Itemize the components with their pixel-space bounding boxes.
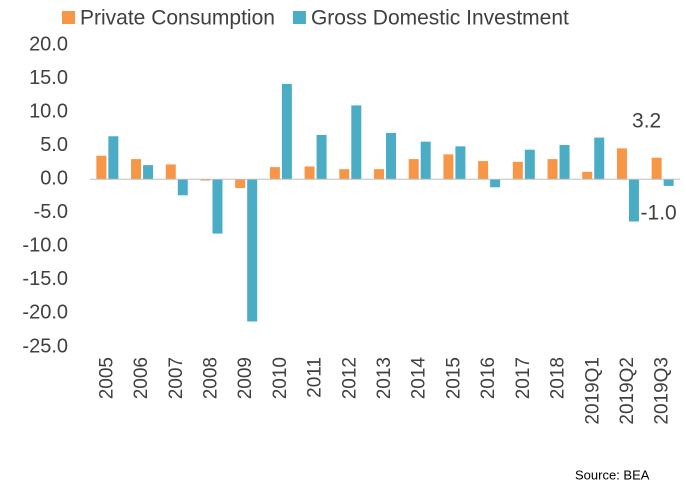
bar bbox=[374, 169, 384, 180]
bar bbox=[247, 179, 258, 322]
y-tick-label: -10.0 bbox=[22, 235, 68, 257]
x-tick-label: 2008 bbox=[200, 357, 221, 399]
bar bbox=[281, 83, 292, 180]
bar bbox=[663, 179, 674, 186]
bar bbox=[200, 179, 211, 181]
bar bbox=[547, 159, 558, 180]
bar bbox=[165, 164, 176, 180]
x-tick-label: 2013 bbox=[374, 357, 395, 399]
bar bbox=[524, 149, 535, 180]
x-tick-label: 2006 bbox=[131, 357, 152, 399]
legend-swatch bbox=[62, 11, 75, 24]
bar bbox=[269, 167, 280, 180]
x-tick-label: 2015 bbox=[443, 357, 464, 399]
bar bbox=[443, 154, 454, 180]
x-tick-label: 2019Q1 bbox=[582, 357, 603, 425]
data-label: 3.2 bbox=[632, 109, 661, 132]
bar bbox=[559, 144, 570, 180]
legend-swatch bbox=[292, 11, 306, 24]
x-tick-label: 2014 bbox=[409, 357, 430, 400]
legend-label: Gross Domestic Investment bbox=[311, 7, 569, 30]
y-tick-label: -5.0 bbox=[34, 201, 68, 223]
x-tick-label: 2019Q2 bbox=[617, 357, 638, 425]
data-label: -1.0 bbox=[641, 201, 677, 224]
bar bbox=[490, 179, 501, 188]
bar bbox=[408, 159, 419, 180]
x-tick-label: 2017 bbox=[513, 357, 534, 399]
bar bbox=[628, 179, 639, 222]
x-tick-label: 2016 bbox=[478, 357, 499, 399]
x-tick-label: 2009 bbox=[235, 357, 256, 399]
legend-label: Private Consumption bbox=[80, 7, 275, 30]
y-tick-label: 15.0 bbox=[29, 67, 68, 89]
y-tick-label: -20.0 bbox=[22, 302, 68, 324]
bar bbox=[582, 171, 593, 180]
bar bbox=[143, 165, 154, 180]
x-tick-label: 2018 bbox=[548, 357, 569, 399]
y-tick-label: 0.0 bbox=[40, 168, 68, 190]
bar bbox=[316, 134, 327, 180]
y-tick-label: -15.0 bbox=[22, 268, 68, 290]
bar bbox=[96, 155, 107, 180]
bar bbox=[455, 146, 466, 180]
bar bbox=[512, 161, 523, 180]
bar bbox=[386, 132, 396, 180]
bar bbox=[339, 169, 350, 180]
y-tick-label: 20.0 bbox=[29, 33, 68, 55]
bar bbox=[420, 141, 431, 180]
bar bbox=[478, 161, 489, 180]
y-tick-label: 5.0 bbox=[40, 134, 68, 156]
bar bbox=[594, 137, 605, 180]
y-tick-label: -25.0 bbox=[22, 335, 68, 357]
x-tick-label: 2010 bbox=[270, 357, 291, 399]
x-tick-label: 2012 bbox=[339, 357, 360, 399]
bar bbox=[235, 179, 246, 188]
x-tick-label: 2011 bbox=[305, 357, 326, 398]
bar bbox=[131, 159, 142, 180]
bar bbox=[616, 148, 627, 180]
x-tick-label: 2019Q3 bbox=[652, 357, 673, 425]
source-note: Source: BEA bbox=[575, 467, 650, 482]
bar bbox=[212, 179, 223, 234]
x-tick-label: 2007 bbox=[166, 357, 187, 399]
y-tick-label: 10.0 bbox=[29, 100, 68, 122]
bar bbox=[177, 179, 188, 196]
bar bbox=[304, 166, 315, 180]
bar bbox=[651, 157, 662, 180]
bar bbox=[351, 105, 362, 180]
bar bbox=[108, 136, 119, 180]
x-tick-label: 2005 bbox=[96, 357, 117, 399]
